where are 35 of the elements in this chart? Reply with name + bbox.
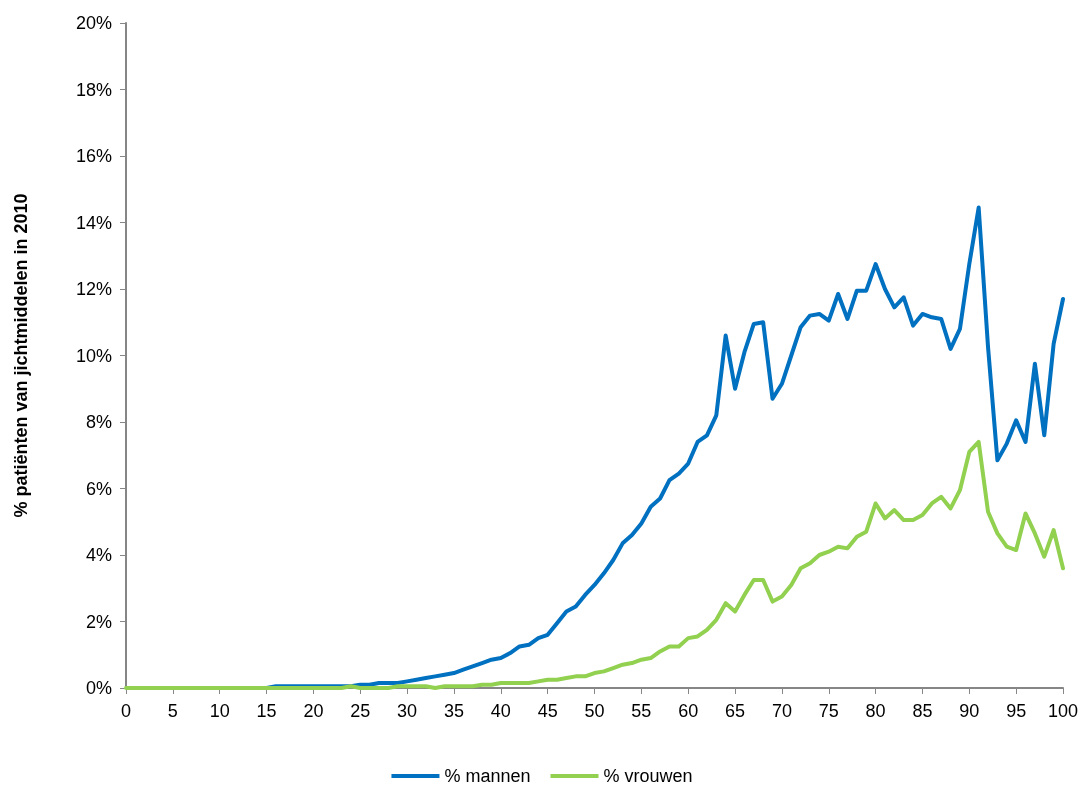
x-tick-label: 55 — [631, 701, 652, 721]
x-tick-label: 0 — [120, 701, 132, 721]
y-tick-label: 6% — [85, 478, 112, 499]
y-tick-label: 2% — [85, 611, 112, 632]
x-tick-label: 40 — [490, 701, 511, 721]
y-tick-label: 8% — [85, 412, 112, 432]
y-tick-label: 16% — [75, 146, 112, 166]
x-tick-label: 65 — [725, 701, 746, 721]
x-tick-label: 50 — [584, 701, 605, 721]
x-tick-label: 75 — [818, 701, 839, 721]
legend-label: % mannen — [444, 766, 531, 786]
x-tick-label: 45 — [537, 701, 558, 721]
x-tick-label: 35 — [443, 701, 464, 721]
x-tick-label: 5 — [167, 701, 178, 721]
x-tick-label: 25 — [350, 701, 371, 721]
y-tick-label: 18% — [75, 79, 112, 100]
x-tick-label: 10 — [209, 701, 230, 721]
y-tick-label: 10% — [75, 345, 112, 366]
x-tick-label: 20 — [303, 701, 324, 721]
x-tick-label: 70 — [771, 701, 792, 721]
legend-label: % vrouwen — [603, 766, 693, 786]
x-tick-label: 100 — [1047, 701, 1079, 721]
x-tick-label: 95 — [1006, 701, 1027, 721]
x-tick-label: 15 — [256, 701, 277, 721]
y-tick-label: 4% — [85, 545, 112, 565]
y-tick-label: 14% — [75, 212, 112, 233]
x-tick-label: 90 — [959, 701, 980, 721]
y-tick-label: 20% — [75, 13, 112, 33]
y-tick-label: 0% — [85, 678, 112, 698]
x-tick-label: 60 — [678, 701, 699, 721]
x-tick-label: 85 — [912, 701, 933, 721]
x-tick-label: 80 — [865, 701, 886, 721]
x-tick-label: 30 — [397, 701, 418, 721]
y-axis-title: % patiënten van jichtmiddelen in 2010 — [11, 193, 31, 518]
y-tick-label: 12% — [75, 279, 112, 299]
